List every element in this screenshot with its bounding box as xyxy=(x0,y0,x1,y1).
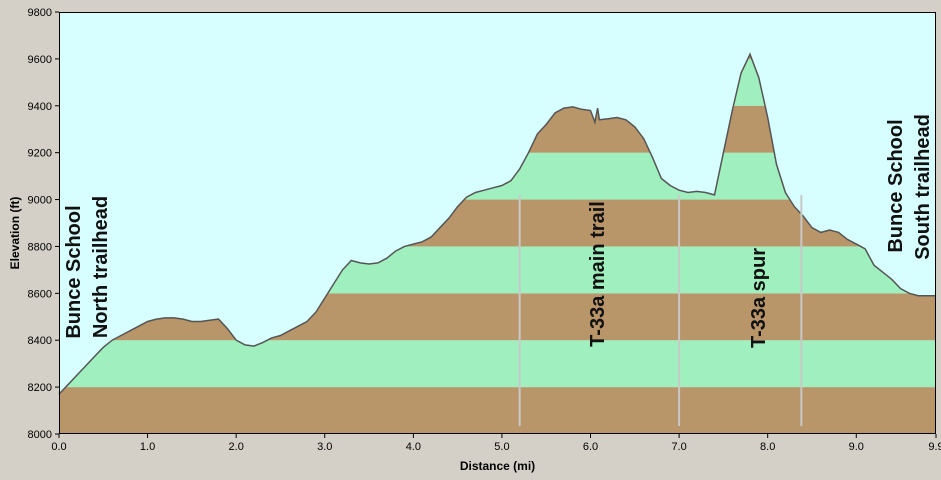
x-tick-label: 9.0 xyxy=(849,441,864,453)
x-tick-label: 9.9 xyxy=(928,441,941,453)
annotation-main-trail: T-33a main trail xyxy=(587,201,609,347)
y-tick-label: 8800 xyxy=(28,241,52,253)
y-tick-label: 9400 xyxy=(28,101,52,113)
y-tick-label: 9800 xyxy=(28,7,52,19)
x-tick-label: 0.0 xyxy=(51,441,66,453)
annotation-south-trailhead-line1: Bunce School xyxy=(885,119,907,252)
x-tick-label: 5.0 xyxy=(494,441,509,453)
plot-frame xyxy=(59,12,936,434)
elevation-profile-line xyxy=(58,52,936,395)
y-axis-title: Elevation (ft) xyxy=(8,197,22,270)
y-tick-label: 8600 xyxy=(28,288,52,300)
y-tick-label: 8400 xyxy=(28,335,52,347)
x-tick-label: 8.0 xyxy=(760,441,775,453)
x-tick-label: 7.0 xyxy=(671,441,686,453)
x-axis-title: Distance (mi) xyxy=(460,459,535,473)
trail-junction-markers xyxy=(518,195,803,426)
y-axis: 8000 8200 8400 8600 8800 9000 9200 9400 9600 9800 xyxy=(28,7,59,441)
x-tick-label: 4.0 xyxy=(406,441,421,453)
x-tick-label: 1.0 xyxy=(140,441,155,453)
x-tick-label: 3.0 xyxy=(317,441,332,453)
annotation-spur: T-33a spur xyxy=(748,248,770,348)
elevation-band xyxy=(59,340,936,388)
y-tick-label: 8200 xyxy=(28,382,52,394)
x-tick-label: 2.0 xyxy=(229,441,244,453)
x-tick-label: 6.0 xyxy=(583,441,598,453)
annotation-north-trailhead-line1: Bunce School xyxy=(63,205,85,338)
annotation-north-trailhead-line2: North trailhead xyxy=(90,196,112,338)
y-tick-label: 8000 xyxy=(28,429,52,441)
elevation-band xyxy=(59,387,936,434)
y-tick-label: 9600 xyxy=(28,54,52,66)
y-tick-label: 9200 xyxy=(28,148,52,160)
y-tick-label: 9000 xyxy=(28,195,52,207)
annotation-south-trailhead-line2: South trailhead xyxy=(912,114,934,260)
x-axis: 0.0 1.0 2.0 3.0 4.0 5.0 6.0 7.0 8.0 9.0 9.9 xyxy=(51,434,941,453)
